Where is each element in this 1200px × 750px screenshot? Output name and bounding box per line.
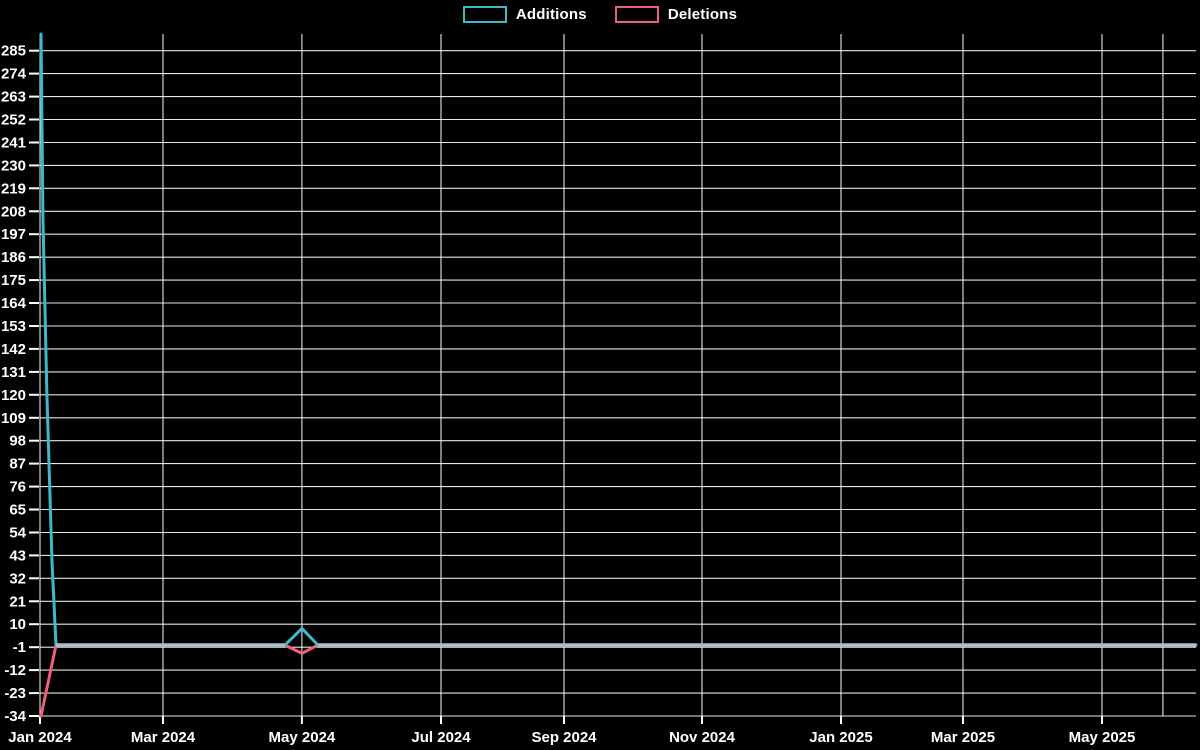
y-tick-label: 65 xyxy=(9,502,26,519)
y-tick-label: 76 xyxy=(9,479,26,496)
legend-item-additions[interactable]: Additions xyxy=(462,6,587,23)
x-tick-label: Jan 2024 xyxy=(8,729,72,746)
y-tick-label: 197 xyxy=(1,226,26,243)
deletions-line xyxy=(39,643,1198,718)
y-tick-label: 131 xyxy=(1,364,26,381)
x-tick-label: May 2025 xyxy=(1069,729,1136,746)
y-tick-label: 230 xyxy=(1,157,26,174)
y-tick-label: 87 xyxy=(9,456,26,473)
x-tick-label: Nov 2024 xyxy=(669,729,736,746)
y-tick-label: 274 xyxy=(1,66,27,83)
x-tick-label: Jan 2025 xyxy=(809,729,872,746)
y-tick-label: -34 xyxy=(4,708,26,725)
y-tick-label: 285 xyxy=(1,43,26,60)
legend-item-deletions[interactable]: Deletions xyxy=(614,6,738,23)
legend-label-additions: Additions xyxy=(515,6,587,23)
y-tick-label: 10 xyxy=(9,616,26,633)
y-tick-label: 21 xyxy=(9,593,26,610)
y-tick-label: 219 xyxy=(1,180,26,197)
y-tick-label: 164 xyxy=(1,295,27,312)
y-tick-label: 109 xyxy=(1,410,26,427)
additions-line xyxy=(39,32,1198,647)
y-tick-label: 153 xyxy=(1,318,26,335)
y-tick-label: 54 xyxy=(9,525,26,542)
y-tick-label: -1 xyxy=(13,639,26,656)
y-tick-label: 43 xyxy=(9,547,26,564)
y-tick-label: 186 xyxy=(1,249,26,266)
y-tick-label: 241 xyxy=(1,135,26,152)
legend-swatch-deletions-icon xyxy=(614,6,659,23)
x-tick-label: Jul 2024 xyxy=(411,729,471,746)
y-tick-label: 263 xyxy=(1,89,26,106)
chart-legend: Additions Deletions xyxy=(0,6,1200,23)
y-tick-label: 142 xyxy=(1,341,26,358)
y-tick-label: 98 xyxy=(9,433,26,450)
y-tick-label: -12 xyxy=(4,662,26,679)
y-tick-label: 252 xyxy=(1,112,26,129)
legend-swatch-additions-icon xyxy=(462,6,507,23)
x-tick-label: Mar 2024 xyxy=(131,729,196,746)
y-tick-label: -23 xyxy=(4,685,26,702)
x-tick-label: Sep 2024 xyxy=(531,729,597,746)
x-tick-label: Mar 2025 xyxy=(931,729,995,746)
y-tick-label: 208 xyxy=(1,203,26,220)
y-tick-label: 175 xyxy=(1,272,26,289)
legend-label-deletions: Deletions xyxy=(667,6,738,23)
y-tick-label: 120 xyxy=(1,387,26,404)
x-tick-label: May 2024 xyxy=(269,729,336,746)
y-tick-label: 32 xyxy=(9,570,26,587)
